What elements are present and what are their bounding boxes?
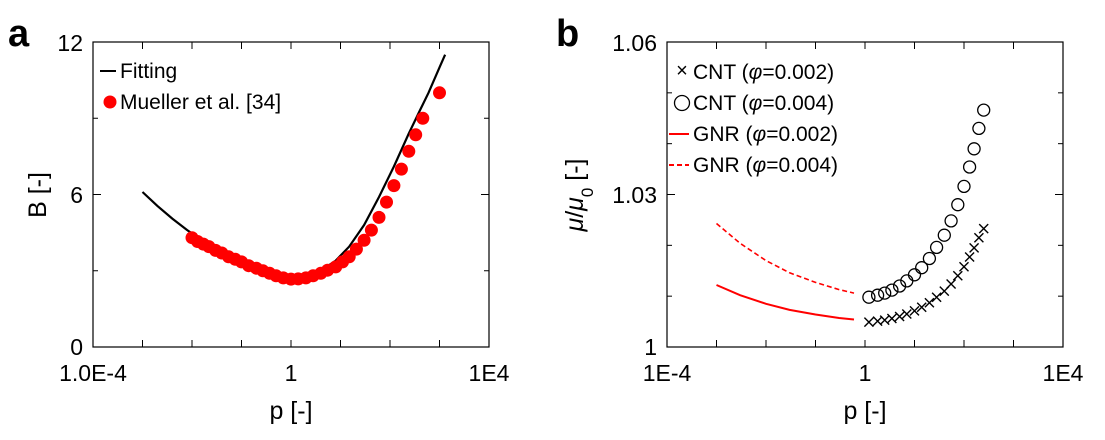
panel-b-xtick-label: 1E-4 xyxy=(643,360,692,386)
cnt-0004-circle-point xyxy=(937,228,951,242)
mueller-data-point xyxy=(387,179,401,193)
cnt-0004-circle-point xyxy=(977,103,991,117)
cnt-0002-x-point xyxy=(964,252,975,262)
cnt-0002-x-point xyxy=(863,317,874,328)
cnt-0004-circle-point xyxy=(915,261,929,275)
panel-b-ytick-label: 1.06 xyxy=(612,30,657,56)
cnt-0002-x-point xyxy=(894,311,905,322)
panel-a-data-layer xyxy=(141,54,447,286)
mueller-data-point xyxy=(433,86,446,100)
panel-a-xtick-label: 1E4 xyxy=(469,360,510,386)
cnt-0002-x-point xyxy=(916,302,927,313)
cnt-0002-x-point xyxy=(946,279,957,289)
cnt-0004-circle-point xyxy=(885,283,899,297)
panel-b-ticks xyxy=(666,41,1064,348)
legend-label-gnr-0004: GNR (φ=0.004) xyxy=(693,154,838,177)
mueller-data-point xyxy=(372,210,386,224)
cnt-0004-circle-point xyxy=(957,179,971,194)
cnt-0004-circle-point xyxy=(922,251,937,266)
panel-a-label: a xyxy=(8,13,30,55)
mueller-data-point xyxy=(349,242,363,256)
panel-b-xtick-label: 1 xyxy=(859,360,872,386)
mueller-data-point xyxy=(380,195,393,209)
panel-b-legend: × CNT (φ=0.002) CNT (φ=0.004) GNR (φ=0.0… xyxy=(669,60,838,177)
legend-label-gnr-0002: GNR (φ=0.002) xyxy=(693,123,838,146)
gnr-0004-dashed-line xyxy=(715,222,855,294)
cnt-0002-x-point xyxy=(952,270,963,281)
legend-marker-cnt-circle xyxy=(673,94,691,112)
cnt-0004-circle-point xyxy=(951,198,965,212)
panel-a-ytick-label: 12 xyxy=(57,30,83,56)
panel-a-xtick-label: 1 xyxy=(285,360,298,386)
legend-marker-cnt-x: × xyxy=(676,60,688,82)
legend-label-mueller: Mueller et al. [34] xyxy=(120,91,281,114)
cnt-0004-circle-point xyxy=(967,142,981,156)
cnt-0004-circle-point xyxy=(870,288,885,302)
mueller-data-point xyxy=(416,111,430,125)
mueller-data-point xyxy=(409,128,423,142)
legend-label-cnt-0002: CNT (φ=0.002) xyxy=(693,61,834,84)
cnt-0004-circle-point xyxy=(972,121,986,136)
mueller-data-point xyxy=(357,233,371,247)
cnt-0004-circle-point xyxy=(892,279,907,293)
panel-a-legend: Fitting Mueller et al. [34] xyxy=(100,60,281,114)
cnt-0002-x-point xyxy=(931,292,942,303)
panel-a-ytick-label: 0 xyxy=(70,334,83,360)
panel-a: a 12 6 0 1.0E-4 1 1E4 p [-] B [-] Fittin… xyxy=(8,13,510,425)
panel-b-y-axis-label: μ/μ0 [-] xyxy=(561,159,597,233)
mueller-data-point xyxy=(394,162,408,176)
legend-label-cnt-0004: CNT (φ=0.004) xyxy=(693,92,834,115)
cnt-0002-x-point xyxy=(909,305,920,316)
cnt-0002-x-point xyxy=(973,232,984,243)
cnt-0002-x-point xyxy=(959,261,969,272)
cnt-0004-circle-point xyxy=(944,214,958,228)
panel-b-data-layer xyxy=(715,103,991,328)
panel-a-ytick-label: 6 xyxy=(70,182,83,208)
panel-b-ytick-label: 1 xyxy=(644,334,657,360)
panel-a-ticks xyxy=(92,41,490,348)
cnt-0004-circle-point xyxy=(862,290,876,304)
cnt-0002-x-point xyxy=(901,309,912,319)
cnt-0004-circle-point xyxy=(878,286,892,300)
cnt-0002-x-point xyxy=(978,223,989,234)
cnt-0004-circle-point xyxy=(929,240,944,255)
mueller-data-point xyxy=(364,223,378,237)
panel-b-label: b xyxy=(556,13,579,55)
cnt-0002-x-point xyxy=(969,242,980,253)
panel-b-ytick-label: 1.03 xyxy=(612,182,657,208)
panel-b-x-axis-label: p [-] xyxy=(843,397,886,425)
legend-marker-mueller xyxy=(103,95,117,109)
cnt-0002-x-point xyxy=(924,297,935,308)
gnr-0002-line xyxy=(716,284,855,321)
panel-b-xtick-label: 1E4 xyxy=(1043,360,1084,386)
cnt-0002-x-point xyxy=(886,313,897,324)
cnt-0004-circle-point xyxy=(962,160,977,174)
panel-a-y-axis-label: B [-] xyxy=(24,172,52,218)
cnt-0004-circle-point xyxy=(907,268,922,282)
panel-a-xtick-label: 1.0E-4 xyxy=(59,360,127,386)
panel-b: b 1.06 1.03 1 1E-4 1 1E4 p [-] μ/μ0 [-] … xyxy=(556,13,1084,425)
mueller-data-point xyxy=(402,144,416,158)
legend-label-fitting: Fitting xyxy=(120,60,177,83)
panel-a-x-axis-label: p [-] xyxy=(269,397,312,425)
